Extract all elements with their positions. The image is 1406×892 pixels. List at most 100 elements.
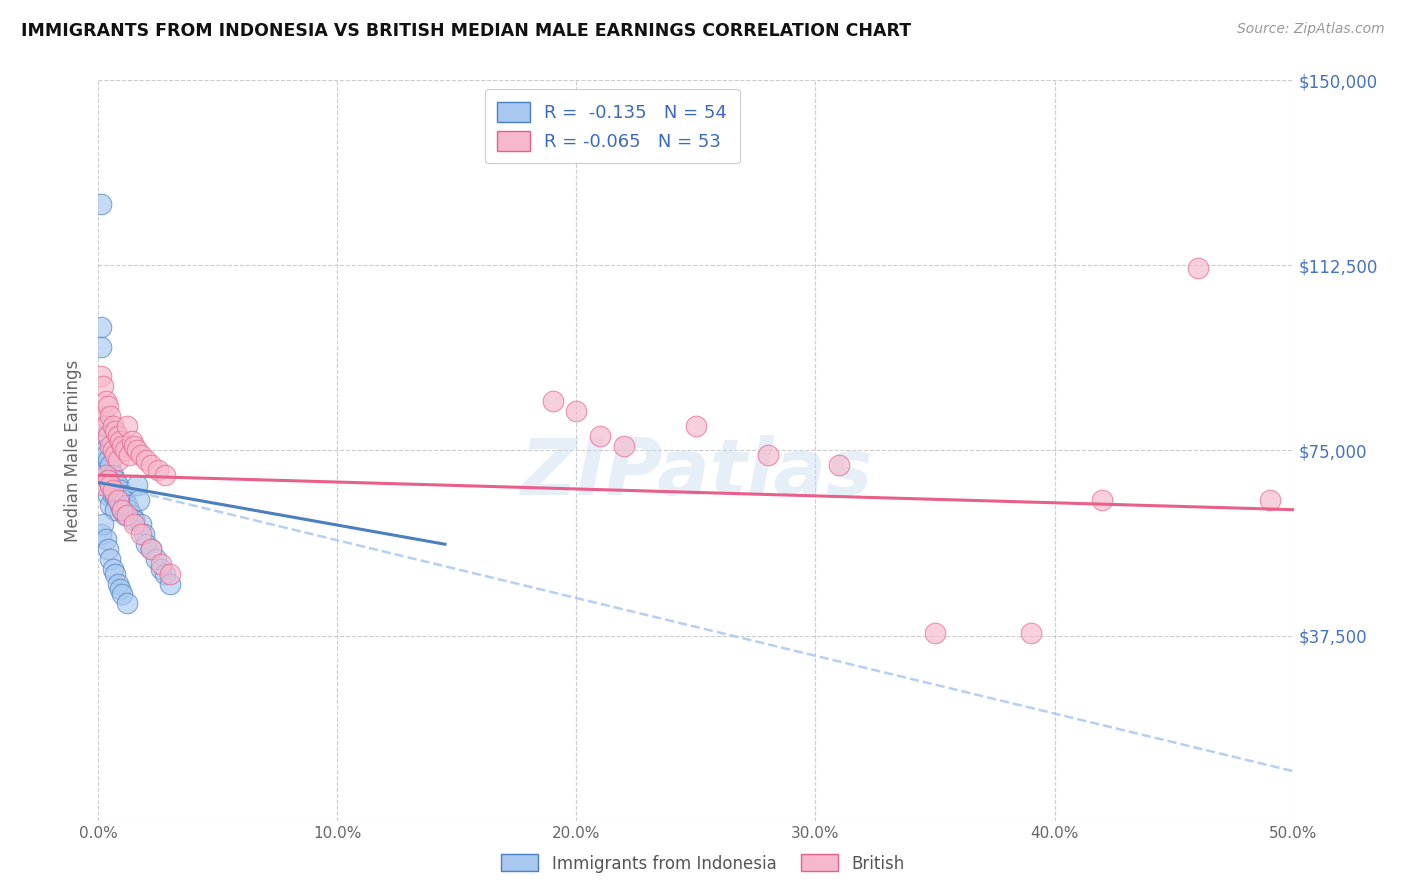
Point <box>98 478 122 492</box>
Point <box>91 517 114 532</box>
Point <box>94 533 117 547</box>
Point <box>101 468 124 483</box>
Point <box>924 626 946 640</box>
Point <box>1019 626 1042 640</box>
Point <box>111 438 134 452</box>
Point <box>91 443 114 458</box>
Point <box>159 576 181 591</box>
Point <box>121 434 143 448</box>
Point <box>108 498 131 512</box>
Point <box>104 473 127 487</box>
Point <box>94 463 117 477</box>
Point <box>107 492 129 507</box>
Point <box>101 562 124 576</box>
Point <box>97 488 120 502</box>
Point <box>90 320 112 334</box>
Point <box>108 483 131 497</box>
Point <box>104 502 127 516</box>
Point <box>90 369 112 384</box>
Point <box>1258 492 1281 507</box>
Point <box>131 449 153 463</box>
Point <box>104 488 127 502</box>
Point <box>98 498 122 512</box>
Point <box>97 473 120 487</box>
Point <box>828 458 851 473</box>
Point <box>108 582 131 596</box>
Point <box>613 438 636 452</box>
Point <box>91 468 114 483</box>
Point <box>114 443 136 458</box>
Text: IMMIGRANTS FROM INDONESIA VS BRITISH MEDIAN MALE EARNINGS CORRELATION CHART: IMMIGRANTS FROM INDONESIA VS BRITISH MED… <box>21 22 911 40</box>
Text: ZIPatlas: ZIPatlas <box>520 434 872 511</box>
Point <box>131 517 153 532</box>
Point <box>589 428 612 442</box>
Point <box>97 453 120 467</box>
Point <box>108 434 131 448</box>
Point <box>139 458 162 473</box>
Point <box>115 418 138 433</box>
Point <box>565 404 588 418</box>
Point <box>125 443 148 458</box>
Point <box>1187 260 1209 275</box>
Point <box>97 399 120 413</box>
Y-axis label: Median Male Earnings: Median Male Earnings <box>65 359 83 541</box>
Point <box>91 409 114 423</box>
Point <box>104 424 127 438</box>
Point <box>124 517 146 532</box>
Legend: Immigrants from Indonesia, British: Immigrants from Indonesia, British <box>495 847 911 880</box>
Point <box>94 428 117 442</box>
Point <box>90 196 112 211</box>
Point <box>149 557 172 571</box>
Point <box>124 438 146 452</box>
Point <box>97 542 120 557</box>
Point <box>121 508 143 522</box>
Point <box>94 418 117 433</box>
Point <box>155 566 177 581</box>
Point <box>149 562 172 576</box>
Point <box>111 502 134 516</box>
Point <box>111 586 134 600</box>
Point <box>118 449 141 463</box>
Point <box>97 473 120 487</box>
Point <box>756 449 779 463</box>
Point <box>155 468 177 483</box>
Point <box>159 566 181 581</box>
Point <box>128 492 150 507</box>
Point <box>125 478 148 492</box>
Point <box>135 537 157 551</box>
Point <box>90 340 112 354</box>
Point <box>104 566 127 581</box>
Point <box>91 379 114 393</box>
Point <box>94 394 117 409</box>
Point <box>541 394 564 409</box>
Point <box>91 478 114 492</box>
Point <box>94 468 117 483</box>
Point <box>131 527 153 541</box>
Point <box>115 508 138 522</box>
Point <box>111 502 134 516</box>
Point <box>685 418 707 433</box>
Point <box>101 418 124 433</box>
Point <box>107 428 129 442</box>
Point <box>124 512 146 526</box>
Point <box>101 488 124 502</box>
Point <box>98 458 122 473</box>
Point <box>98 478 122 492</box>
Point <box>107 492 129 507</box>
Point <box>91 418 114 433</box>
Point <box>94 449 117 463</box>
Point <box>148 463 170 477</box>
Point <box>104 449 127 463</box>
Point <box>115 597 138 611</box>
Point <box>135 453 157 467</box>
Point <box>114 508 136 522</box>
Point <box>132 527 155 541</box>
Point <box>114 492 136 507</box>
Point <box>97 428 120 442</box>
Point <box>101 443 124 458</box>
Point <box>139 542 162 557</box>
Point <box>107 453 129 467</box>
Point <box>101 483 124 497</box>
Point <box>90 527 112 541</box>
Point <box>111 488 134 502</box>
